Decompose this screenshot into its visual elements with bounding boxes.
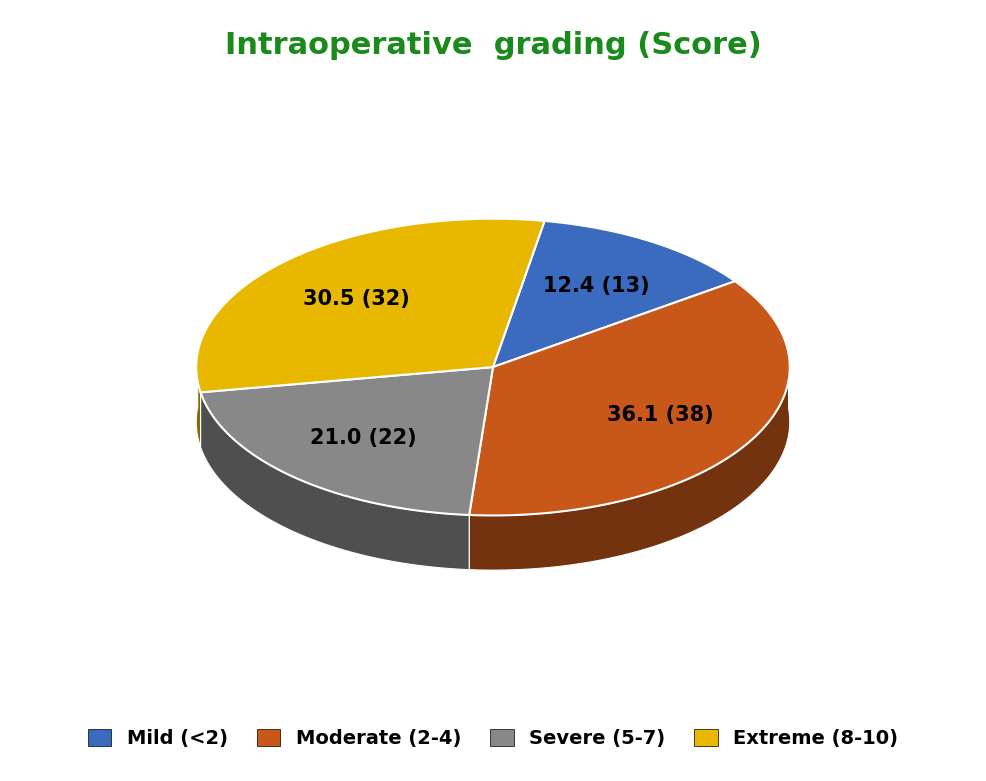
Polygon shape (469, 354, 790, 570)
PathPatch shape (196, 219, 544, 392)
Text: 21.0 (22): 21.0 (22) (310, 428, 416, 448)
PathPatch shape (469, 281, 790, 515)
Polygon shape (200, 392, 469, 569)
Polygon shape (196, 352, 200, 447)
Polygon shape (469, 351, 790, 570)
Polygon shape (196, 349, 200, 447)
Legend: Mild (<2), Moderate (2-4), Severe (5-7), Extreme (8-10): Mild (<2), Moderate (2-4), Severe (5-7),… (80, 721, 906, 756)
Text: 12.4 (13): 12.4 (13) (543, 276, 650, 295)
Text: Intraoperative  grading (Score): Intraoperative grading (Score) (225, 31, 761, 60)
Text: 36.1 (38): 36.1 (38) (607, 405, 714, 425)
Text: 30.5 (32): 30.5 (32) (304, 289, 410, 308)
Polygon shape (200, 392, 469, 569)
PathPatch shape (493, 221, 735, 367)
PathPatch shape (200, 367, 493, 515)
